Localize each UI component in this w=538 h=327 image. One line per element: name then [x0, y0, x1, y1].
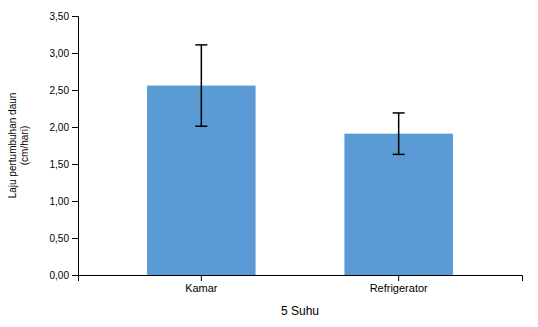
tick-mark: [72, 275, 78, 276]
error-cap: [393, 112, 405, 114]
error-line: [398, 113, 400, 154]
tick-label: Refrigerator: [370, 282, 428, 294]
error-cap: [195, 44, 207, 46]
tick-label: 0,00: [50, 270, 70, 281]
y-tick: 3,50: [50, 11, 78, 22]
tick-label: 1,00: [50, 196, 70, 207]
tick-label: 3,50: [50, 11, 70, 22]
tick-mark: [72, 90, 78, 91]
x-tick: Kamar: [185, 275, 218, 294]
x-tick: Refrigerator: [370, 275, 428, 294]
error-cap: [393, 154, 405, 156]
y-axis-title-line: Laju pertumbuhan daun: [7, 93, 18, 199]
tick-mark: [72, 16, 78, 17]
tick-mark: [398, 275, 399, 281]
y-tick: 0,50: [50, 233, 78, 244]
axis-line: [79, 276, 523, 282]
tick-label: Kamar: [185, 282, 218, 294]
y-tick: 1,50: [50, 159, 78, 170]
y-axis: 0,00 0,50 1,00 1,50 2,00 2,50 3,00 3,50: [50, 11, 79, 281]
tick-label: 2,50: [50, 85, 70, 96]
error-bar: [393, 113, 405, 154]
x-axis: Kamar Refrigerator: [79, 275, 523, 294]
bar: [344, 134, 453, 275]
chart: 0,00 0,50 1,00 1,50 2,00 2,50 3,00 3,50 Kamar Ref…: [0, 0, 538, 327]
y-tick: 2,50: [50, 85, 78, 96]
y-axis-title-line: (cm/hari): [19, 126, 30, 165]
tick-mark: [201, 275, 202, 281]
y-tick: 1,00: [50, 196, 78, 207]
axis-line: [72, 17, 79, 276]
tick-label: 0,50: [50, 233, 70, 244]
x-axis-title: 5 Suhu: [281, 304, 319, 318]
y-axis-title: Laju pertumbuhan daun(cm/hari): [7, 93, 30, 199]
error-bar: [195, 45, 207, 126]
tick-mark: [72, 53, 78, 54]
tick-label: 1,50: [50, 159, 70, 170]
error-line: [201, 45, 203, 126]
tick-label: 3,00: [50, 48, 70, 59]
y-tick: 2,00: [50, 122, 78, 133]
tick-mark: [72, 164, 78, 165]
error-cap: [195, 126, 207, 128]
y-tick: 3,00: [50, 48, 78, 59]
y-tick: 0,00: [50, 270, 78, 281]
tick-label: 2,00: [50, 122, 70, 133]
plot: 0,00 0,50 1,00 1,50 2,00 2,50 3,00 3,50 Kamar Ref…: [50, 11, 523, 294]
tick-mark: [72, 238, 78, 239]
tick-mark: [72, 127, 78, 128]
tick-mark: [72, 201, 78, 202]
bars: [147, 45, 453, 275]
